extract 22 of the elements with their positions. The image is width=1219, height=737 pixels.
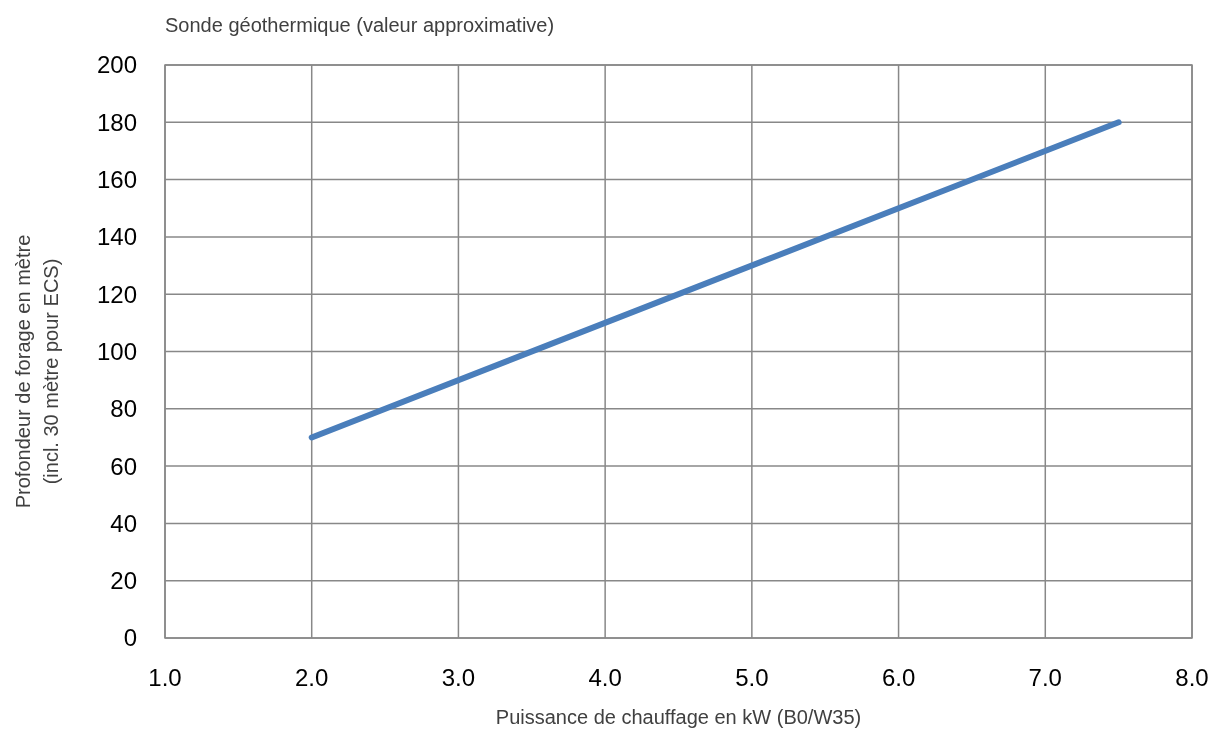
y-tick-label: 120 [96,280,137,308]
x-tick-label: 7.0 [1028,664,1062,691]
y-tick-label: 80 [110,395,137,423]
y-axis-title: Profondeur de forage en mètre (incl. 30 mètre pour ECS) [12,234,62,509]
x-tick-label: 6.0 [881,664,916,691]
y-tick-label: 180 [96,108,137,136]
y-tick-label: 20 [110,567,137,595]
y-tick-label: 160 [96,166,137,193]
y-tick-label: 140 [96,223,137,251]
x-tick-label: 2.0 [295,664,329,691]
y-tick-label: 60 [110,452,137,480]
x-tick-label: 3.0 [441,664,476,691]
y-tick-label: 0 [123,624,137,652]
y-tick-label: 100 [96,337,137,365]
x-tick-label: 1.0 [148,664,182,691]
x-tick-label: 4.0 [588,664,622,691]
chart-title: Sonde géothermique (valeur approximative) [165,14,555,36]
x-axis-title: Puissance de chauffage en kW (B0/W35) [495,706,862,728]
x-tick-label: 5.0 [735,664,769,691]
y-tick-label: 40 [110,509,137,537]
x-tick-label: 8.0 [1175,664,1209,691]
y-tick-label: 200 [96,51,137,79]
